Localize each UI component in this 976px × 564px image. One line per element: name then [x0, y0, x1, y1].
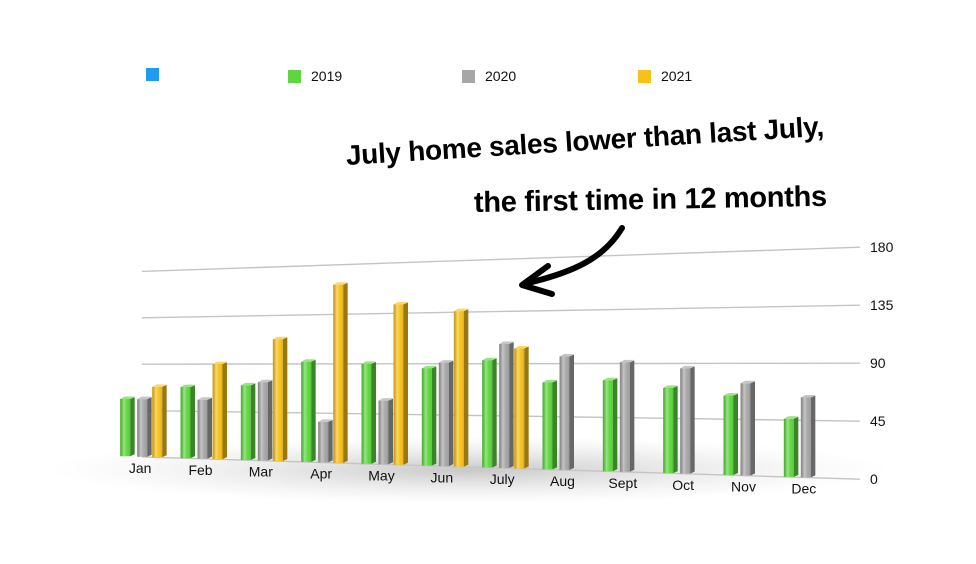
x-tick-label-May: May: [368, 467, 394, 483]
bar-2019-Nov: [723, 393, 738, 475]
bar-2020-Oct: [680, 365, 695, 474]
bar-2020-May: [378, 398, 393, 465]
bar-2020-Nov: [740, 380, 755, 476]
bar-2020-Feb: [197, 397, 212, 459]
bar-2019-Mar: [240, 382, 256, 460]
bar-2019-Feb: [180, 384, 195, 459]
bar-2019-Dec: [783, 416, 799, 477]
bar-2019-Aug: [542, 379, 557, 470]
bar-2020-Apr: [318, 419, 333, 463]
bar-2021-May: [393, 301, 408, 465]
x-tick-label-Feb: Feb: [188, 462, 212, 478]
bar-2019-Sept: [602, 377, 618, 472]
bar-2019-July: [482, 357, 497, 468]
x-tick-label-Nov: Nov: [731, 479, 756, 495]
bar-2019-Oct: [663, 385, 678, 474]
bar-2020-Dec: [800, 395, 816, 478]
x-tick-label-Mar: Mar: [249, 464, 273, 480]
x-tick-label-Oct: Oct: [672, 477, 694, 493]
legend-label-2021: 2021: [661, 68, 693, 84]
legend-swatch-2020: [462, 69, 475, 83]
legend-item-2020: 2020: [462, 68, 516, 84]
bar-2020-Jun: [438, 360, 454, 467]
bar-2019-May: [361, 361, 376, 464]
y-tick-label-180: 180: [870, 239, 894, 255]
bar-2021-July: [514, 346, 529, 469]
bar-2020-Sept: [619, 359, 635, 472]
x-tick-label-Jan: Jan: [129, 460, 152, 476]
x-tick-label-Sept: Sept: [608, 475, 637, 491]
legend-label-2019: 2019: [311, 68, 343, 84]
legend-item-series-1: [146, 68, 169, 81]
gridline-180: [141, 246, 861, 273]
legend-swatch-series-1: [146, 68, 159, 81]
x-tick-label-Apr: Apr: [310, 466, 332, 482]
bar-2021-Mar: [272, 336, 288, 461]
gridline-135: [141, 304, 861, 319]
bar-2021-Jan: [152, 384, 167, 458]
bar-2020-July: [499, 341, 514, 469]
x-tick-label-Jun: Jun: [431, 469, 454, 485]
legend-swatch-2021: [638, 69, 651, 83]
x-tick-label-Aug: Aug: [550, 473, 575, 489]
bar-2019-Apr: [301, 359, 316, 462]
y-tick-label-45: 45: [870, 413, 886, 429]
annotation-line-2: the first time in 12 months: [473, 180, 828, 219]
legend-item-2021: 2021: [638, 68, 692, 84]
gridline-0: [141, 456, 861, 480]
bar-2020-Aug: [559, 354, 574, 470]
legend-swatch-2019: [288, 69, 301, 83]
bar-2021-Apr: [333, 282, 348, 463]
legend-item-2019: 2019: [288, 68, 342, 84]
bar-2021-Jun: [453, 308, 469, 467]
y-tick-label-0: 0: [870, 471, 878, 487]
y-tick-label-135: 135: [870, 297, 894, 313]
x-tick-label-Dec: Dec: [791, 481, 816, 497]
chart-legend: 2019 2020 2021: [0, 68, 976, 88]
annotation-arrow-head: [519, 263, 555, 297]
bar-2021-Feb: [212, 361, 227, 460]
floor-shadow: [50, 436, 890, 504]
bar-2020-Mar: [257, 379, 273, 461]
x-tick-label-July: July: [490, 471, 515, 487]
y-tick-label-90: 90: [870, 355, 886, 371]
bar-2019-Jun: [421, 365, 437, 466]
legend-label-2020: 2020: [485, 68, 517, 84]
annotation-arrow-shaft: [525, 225, 625, 286]
bar-2020-Jan: [137, 396, 152, 457]
bar-2019-Jan: [120, 396, 135, 457]
